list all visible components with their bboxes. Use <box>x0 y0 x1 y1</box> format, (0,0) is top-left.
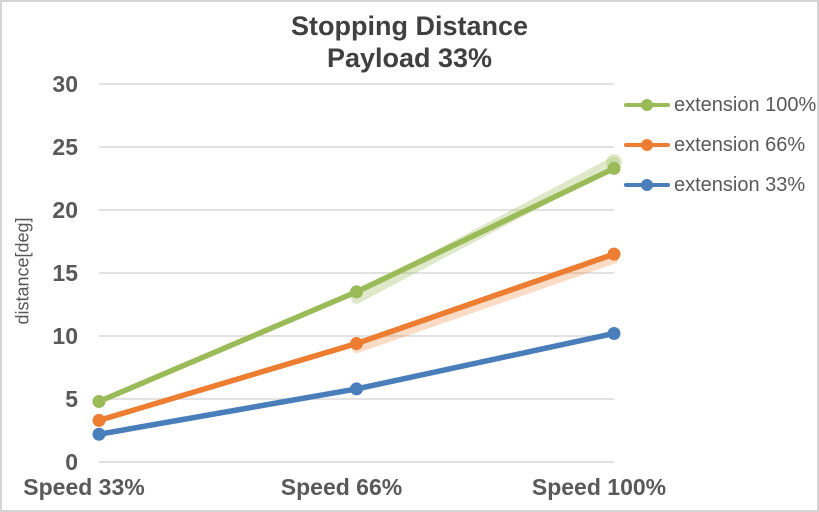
data-point-marker-extension-100--Speed-33- <box>92 395 106 409</box>
x-category-label-Speed-100-: Speed 100% <box>531 474 667 500</box>
data-point-marker-extension-66--Speed-66- <box>350 337 363 351</box>
y-tick-label-15: 15 <box>52 260 78 286</box>
y-tick-label-25: 25 <box>52 134 78 160</box>
y-tick-label-5: 5 <box>65 386 78 412</box>
legend-marker-dot <box>641 139 653 151</box>
data-point-marker-extension-33--Speed-33- <box>92 427 106 441</box>
legend-item-extension-66-: extension 66% <box>624 133 816 157</box>
y-tick-label-20: 20 <box>52 197 78 223</box>
x-category-label-Speed-33-: Speed 33% <box>23 474 145 500</box>
legend-marker-line <box>624 139 670 151</box>
legend-marker-line <box>624 179 670 191</box>
glow-line <box>352 254 619 354</box>
legend-item-extension-100-: extension 100% <box>624 93 816 117</box>
y-axis-title: distance[deg] <box>12 217 33 325</box>
chart-title-line2: Payload 33% <box>326 43 493 73</box>
data-point-marker-extension-100--Speed-100- <box>607 161 621 175</box>
legend-label: extension 33% <box>674 173 806 196</box>
chart-title: Stopping Distance Payload 33% <box>2 10 817 74</box>
y-tick-label-0: 0 <box>65 449 78 475</box>
data-point-marker-extension-33--Speed-100- <box>607 326 621 340</box>
data-point-marker-extension-33--Speed-66- <box>350 382 363 396</box>
legend-marker-dot <box>641 179 653 191</box>
legend-marker-line <box>624 99 670 111</box>
data-point-marker-extension-66--Speed-100- <box>607 247 621 261</box>
data-point-marker-extension-66--Speed-33- <box>92 413 106 427</box>
legend-label: extension 66% <box>674 133 806 156</box>
y-tick-label-10: 10 <box>52 323 78 349</box>
legend-label: extension 100% <box>674 93 817 116</box>
legend: extension 100% extension 66% extension 33% <box>624 93 816 213</box>
data-point-marker-extension-100--Speed-66- <box>350 285 363 299</box>
legend-marker-dot <box>641 99 653 111</box>
legend-item-extension-33-: extension 33% <box>624 173 816 197</box>
x-category-label-Speed-66-: Speed 66% <box>280 474 403 500</box>
y-tick-label-30: 30 <box>52 71 78 97</box>
chart-title-line1: Stopping Distance <box>290 11 528 41</box>
